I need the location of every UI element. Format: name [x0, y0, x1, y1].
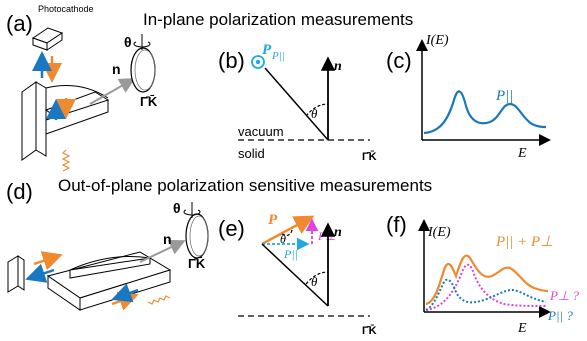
n-label-b: n — [334, 59, 342, 74]
panel-b: (b) P P|| n θ vacuum solid Γ̄K̄ — [218, 42, 377, 163]
P-label-e: P — [268, 212, 278, 228]
sample-stage-a — [21, 81, 110, 161]
panel-e: (e) P P⊥ P|| θ n θ Γ̄K̄ — [218, 212, 377, 337]
theta-label-e2: θ — [311, 274, 318, 289]
par-curve-f — [425, 278, 547, 311]
theta-label-b: θ — [311, 106, 318, 121]
P-par-label-e: P|| — [283, 247, 298, 261]
I-E-label-c: I(E) — [425, 33, 449, 48]
arrow-blue-d2 — [111, 283, 139, 303]
P-par-label-b: P|| — [271, 50, 285, 62]
theta-label-a: θ — [124, 34, 132, 50]
n-label-e: n — [334, 225, 342, 240]
panel-label-b: (b) — [218, 48, 245, 73]
gamma-k-label-e: Γ̄K̄ — [362, 325, 377, 337]
P-perp-label-e: P⊥ — [317, 229, 336, 243]
sample-stage-d — [46, 251, 172, 311]
E-label-c: E — [517, 146, 527, 161]
n-label-d: n — [163, 231, 172, 247]
panel-label-c: (c) — [386, 48, 412, 73]
photocathode-block — [31, 27, 64, 51]
theta-arc-b — [305, 103, 329, 117]
sum-curve-f — [425, 254, 549, 306]
gamma-k-label-a: Γ̄K̄ — [140, 94, 158, 109]
arrow-gray-a — [89, 78, 136, 105]
title-bottom: Out-of-plane polarization sensitive meas… — [58, 176, 432, 195]
theta-label-e1: θ — [280, 232, 286, 246]
P-sum-label-f: P|| + P⊥ — [495, 234, 553, 250]
panel-d: (d) θ n Γ̄K̄ — [6, 179, 209, 311]
panel-a: (a) Photocathode θ n Γ̄K̄ — [6, 4, 158, 172]
theta-label-d: θ — [173, 200, 181, 216]
panel-label-e: (e) — [218, 216, 245, 241]
panel-label-d: (d) — [6, 179, 33, 204]
gamma-k-label-b: Γ̄K̄ — [362, 151, 377, 163]
source-block-d — [7, 255, 25, 293]
solid-label: solid — [238, 146, 265, 161]
arrow-gray-d — [139, 239, 186, 263]
panel-f: (f) I(E) P|| + P⊥ P⊥ ? P|| ? E — [386, 212, 580, 336]
photocathode-label: Photocathode — [38, 4, 94, 14]
theta-arc-e2 — [305, 271, 329, 285]
E-label-f: E — [517, 321, 527, 336]
title-top: In-plane polarization measurements — [143, 10, 413, 29]
arrow-orange-d — [33, 251, 63, 271]
P-vector-e — [261, 215, 315, 246]
panel-c: (c) I(E) P|| E — [386, 33, 551, 161]
incidence-line-e — [261, 243, 329, 307]
arrow-blue-left-d — [25, 263, 55, 283]
panel-label-f: (f) — [386, 212, 407, 237]
gamma-k-label-d: Γ̄K̄ — [188, 256, 206, 271]
perp-curve-f — [425, 263, 547, 311]
spectrum-curve-c — [423, 90, 547, 135]
n-label-a: n — [112, 61, 121, 77]
photon-wave-d — [147, 295, 171, 305]
p-par-dot-b — [251, 55, 265, 69]
panel-label-a: (a) — [6, 11, 33, 36]
P-par-label-c: P|| — [495, 88, 513, 104]
incidence-line-b — [264, 67, 329, 141]
photon-wave-a — [61, 149, 71, 172]
theta-arc-e1 — [281, 229, 293, 236]
I-E-label-f: I(E) — [427, 225, 451, 240]
vacuum-label: vacuum — [238, 124, 284, 139]
P-par-q-label-f: P|| ? — [547, 308, 573, 323]
P-perp-q-label-f: P⊥ ? — [549, 288, 580, 303]
P-label-b: P — [262, 42, 272, 58]
